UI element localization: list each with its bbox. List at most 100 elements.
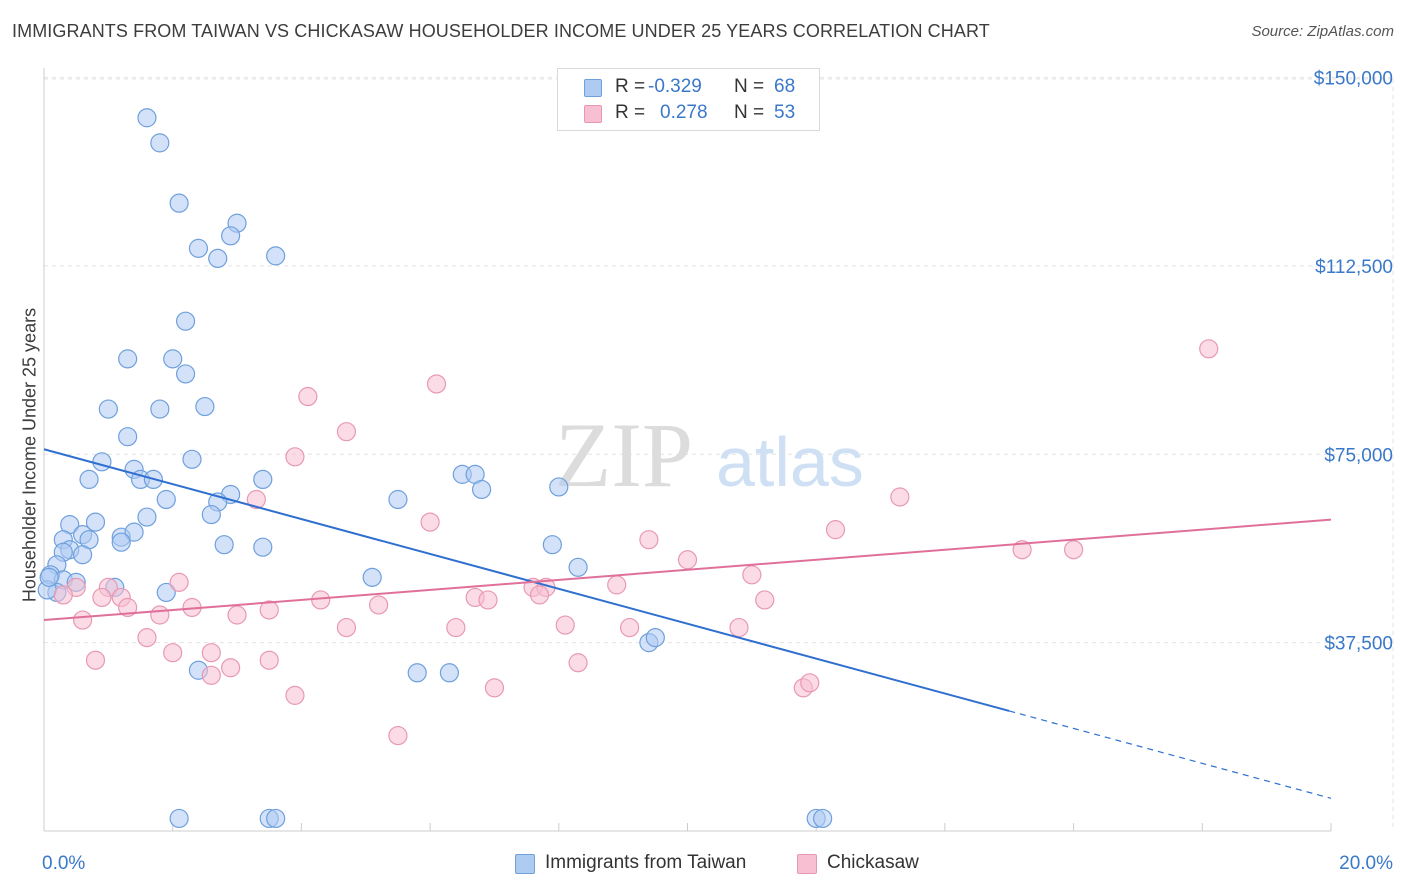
taiwan-point[interactable] [549, 477, 569, 497]
taiwan-point[interactable] [150, 133, 170, 153]
source-credit: Source: ZipAtlas.com [1251, 23, 1394, 40]
chickasaw-point[interactable] [73, 610, 93, 630]
taiwan-point[interactable] [471, 479, 492, 500]
chickasaw-point[interactable] [311, 590, 331, 610]
taiwan-point[interactable] [111, 532, 131, 552]
taiwan-point[interactable] [407, 663, 427, 683]
chickasaw-point[interactable] [890, 487, 910, 507]
chickasaw-point[interactable] [336, 422, 357, 442]
chickasaw-point[interactable] [639, 530, 659, 550]
taiwan-point[interactable] [118, 349, 138, 369]
taiwan-point[interactable] [208, 248, 228, 269]
taiwan-point[interactable] [253, 469, 273, 490]
chickasaw-point[interactable] [259, 650, 279, 670]
chickasaw-point[interactable] [555, 615, 575, 635]
taiwan-point[interactable] [253, 537, 273, 557]
taiwan-point[interactable] [137, 507, 157, 527]
taiwan-point[interactable] [150, 399, 170, 419]
legend-label: Chickasaw [827, 852, 919, 873]
taiwan-point[interactable] [266, 808, 286, 829]
chickasaw-point[interactable] [607, 575, 627, 595]
chickasaw-point[interactable] [478, 590, 498, 610]
taiwan-point[interactable] [362, 567, 382, 587]
n-value: 68 [774, 76, 796, 97]
chickasaw-point[interactable] [201, 665, 221, 685]
taiwan-point[interactable] [175, 311, 196, 331]
chickasaw-point[interactable] [227, 605, 247, 625]
taiwan-point[interactable] [175, 364, 196, 384]
chickasaw-point[interactable] [53, 585, 73, 605]
taiwan-point[interactable] [182, 449, 202, 469]
taiwan-point[interactable] [201, 504, 221, 525]
chickasaw-point[interactable] [825, 520, 846, 540]
chickasaw-point[interactable] [336, 617, 357, 638]
chickasaw-point[interactable] [169, 572, 189, 592]
y-tick-label: $37,500 [1324, 634, 1393, 655]
taiwan-point[interactable] [124, 522, 144, 542]
chickasaw-point[interactable] [800, 673, 820, 693]
taiwan-point[interactable] [156, 489, 176, 510]
taiwan-point[interactable] [813, 808, 833, 829]
chickasaw-point[interactable] [285, 447, 305, 467]
chickasaw-point[interactable] [163, 643, 183, 663]
chickasaw-point[interactable] [85, 650, 106, 670]
chickasaw-point[interactable] [529, 585, 550, 605]
watermark-atlas: atlas [716, 423, 864, 501]
correlation-legend: R = -0.329 N = 68 R = 0.278 N = 53 [557, 68, 820, 131]
taiwan-point[interactable] [568, 557, 588, 577]
chickasaw-point[interactable] [298, 386, 318, 407]
taiwan-point[interactable] [169, 808, 189, 829]
taiwan-point[interactable] [98, 399, 118, 419]
chickasaw-point[interactable] [1199, 339, 1219, 359]
chickasaw-point[interactable] [446, 617, 466, 638]
taiwan-point[interactable] [266, 246, 286, 266]
chickasaw-point[interactable] [150, 605, 170, 625]
chickasaw-point[interactable] [677, 550, 698, 570]
chickasaw-point[interactable] [1063, 540, 1084, 560]
chart-title: IMMIGRANTS FROM TAIWAN VS CHICKASAW HOUS… [12, 21, 990, 41]
chickasaw-point[interactable] [369, 595, 389, 615]
taiwan-point[interactable] [645, 628, 665, 648]
taiwan-point[interactable] [214, 535, 234, 555]
chickasaw-point[interactable] [118, 597, 138, 618]
taiwan-point[interactable] [79, 469, 99, 490]
taiwan-point[interactable] [163, 349, 183, 369]
taiwan-point[interactable] [73, 545, 93, 565]
taiwan-point[interactable] [439, 663, 460, 683]
taiwan-swatch [584, 79, 602, 97]
taiwan-point[interactable] [195, 396, 215, 417]
chickasaw-point[interactable] [137, 628, 157, 648]
taiwan-point[interactable] [188, 238, 209, 258]
chickasaw-point[interactable] [420, 512, 440, 532]
chickasaw-point[interactable] [285, 685, 305, 705]
taiwan-point[interactable] [156, 582, 176, 603]
chickasaw-point[interactable] [259, 600, 279, 620]
taiwan-point[interactable] [85, 512, 106, 532]
taiwan-point[interactable] [92, 452, 112, 472]
taiwan-swatch [515, 854, 535, 874]
chickasaw-point[interactable] [388, 725, 408, 746]
taiwan-point[interactable] [221, 226, 241, 246]
chickasaw-point[interactable] [755, 590, 775, 610]
r-label: R = [615, 76, 646, 97]
taiwan-trend-extension [1009, 710, 1332, 799]
taiwan-point[interactable] [542, 535, 562, 555]
chickasaw-point[interactable] [221, 658, 241, 678]
taiwan-point[interactable] [39, 567, 59, 587]
chickasaw-point[interactable] [426, 374, 447, 394]
chickasaw-point[interactable] [1012, 540, 1032, 560]
chickasaw-point[interactable] [201, 643, 221, 663]
taiwan-point[interactable] [169, 193, 189, 213]
chickasaw-point[interactable] [92, 587, 112, 608]
chickasaw-point[interactable] [484, 678, 505, 698]
chickasaw-point[interactable] [246, 489, 266, 510]
tick-labels: $37,500 $75,000 $112,500 $150,000 0.0% 20.0% [42, 69, 1393, 874]
taiwan-point[interactable] [118, 427, 138, 447]
chickasaw-point[interactable] [729, 617, 749, 638]
taiwan-point[interactable] [388, 489, 408, 510]
chickasaw-point[interactable] [619, 617, 640, 638]
chickasaw-point[interactable] [742, 565, 762, 585]
chickasaw-point[interactable] [568, 653, 588, 673]
chickasaw-trend-line [43, 518, 1332, 622]
taiwan-point[interactable] [137, 108, 157, 128]
